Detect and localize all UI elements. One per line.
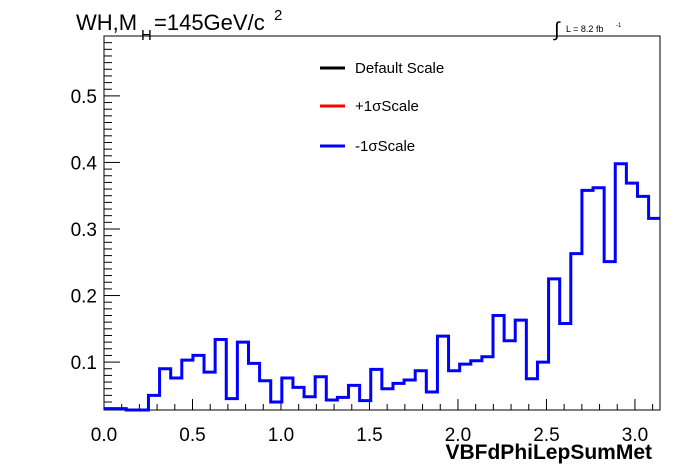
legend-entry: -1σScale [355, 138, 415, 155]
chart-title: WH,M H =145GeV/c 2 [76, 7, 282, 44]
legend: Default Scale +1σScale -1σScale [320, 60, 444, 155]
x-tick-label: 2.5 [533, 425, 559, 446]
y-axis: 0.1 0.2 0.3 0.4 0.5 [71, 42, 120, 410]
y-tick-label: 0.3 [71, 220, 97, 241]
y-tick-label: 0.4 [71, 153, 98, 174]
title-superscript: 2 [274, 7, 282, 24]
legend-entry: +1σScale [355, 98, 419, 115]
x-tick-label: 2.0 [445, 425, 471, 446]
series-line-minus1sigma [104, 162, 660, 412]
x-axis-title: VBFdPhiLepSumMet [445, 441, 652, 464]
title-subscript: H [141, 27, 152, 44]
luminosity-superscript: -1 [616, 23, 622, 29]
title-rest: =145GeV/c [154, 10, 265, 35]
x-tick-label: 0.0 [91, 425, 117, 446]
legend-entry: Default Scale [355, 60, 444, 77]
title-main: WH,M [76, 10, 137, 35]
x-tick-label: 1.0 [268, 425, 294, 446]
x-tick-label: 1.5 [356, 425, 382, 446]
y-tick-label: 0.2 [71, 287, 97, 308]
integral-symbol: ∫ [553, 19, 561, 41]
luminosity-label: ∫ L = 8.2 fb -1 [553, 19, 622, 41]
y-tick-label: 0.1 [71, 353, 97, 374]
x-tick-label: 3.0 [622, 425, 648, 446]
x-tick-label: 0.5 [179, 425, 205, 446]
luminosity-text: L = 8.2 fb [566, 24, 603, 34]
plot-frame [103, 35, 661, 411]
y-tick-label: 0.5 [71, 87, 97, 108]
